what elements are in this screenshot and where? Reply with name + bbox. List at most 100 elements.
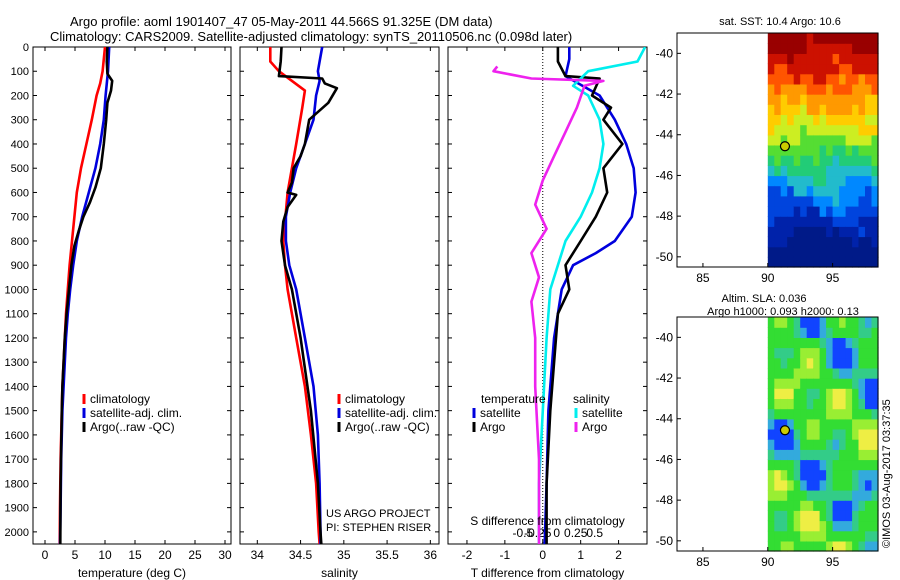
map-cell — [800, 449, 808, 461]
map-cell — [819, 236, 827, 248]
map-cell — [767, 114, 775, 126]
map-cell — [806, 428, 814, 440]
map-cell — [865, 165, 873, 177]
map-cell — [787, 378, 795, 389]
x-tick-label: 0 — [42, 548, 49, 562]
map-cell — [826, 408, 834, 420]
map-cell — [774, 378, 782, 389]
map-cell — [793, 134, 801, 146]
map-cell — [806, 144, 814, 156]
map-cell — [767, 428, 775, 440]
y-tick-label: 1100 — [5, 309, 29, 321]
map-cell — [767, 124, 775, 136]
y-tick-label: 0 — [23, 42, 29, 54]
map-cell — [806, 490, 814, 501]
map-cell — [845, 449, 853, 461]
argo-float-marker — [779, 425, 791, 436]
map-cell — [839, 195, 847, 207]
map-cell — [852, 144, 860, 156]
map-cell — [793, 43, 801, 54]
map-cell — [852, 337, 860, 349]
map-cell — [813, 520, 821, 532]
map-cell — [800, 83, 808, 95]
map-cell — [800, 428, 808, 440]
map-cell — [832, 256, 840, 268]
map-cell — [774, 43, 782, 54]
y-tick-label: 100 — [11, 66, 29, 78]
map-cell — [787, 104, 795, 115]
map-cell — [852, 378, 860, 389]
map-cell — [845, 378, 853, 389]
map-cell — [800, 73, 808, 85]
map-cell — [852, 520, 860, 532]
map-cell — [800, 398, 808, 410]
map-cell — [800, 63, 808, 75]
map-cell — [780, 520, 788, 532]
map-cell — [767, 63, 775, 75]
map-cell — [839, 439, 847, 450]
map-cell — [813, 479, 821, 491]
map-cell — [865, 216, 873, 227]
map-cell — [813, 428, 821, 440]
map-cell — [774, 439, 782, 450]
map-cell — [767, 256, 775, 268]
sla-map-subtitle: Argo h1000: 0.093 h2000: 0.13 — [707, 306, 859, 318]
map-cell — [858, 144, 866, 156]
map-cell — [774, 510, 782, 522]
map-cell — [871, 124, 879, 136]
map-cell — [845, 520, 853, 532]
legend-label: Argo — [582, 420, 608, 434]
map-cell — [845, 317, 853, 328]
map-cell — [865, 327, 873, 338]
map-cell — [774, 357, 782, 369]
series-line-argo-raw-qc- — [59, 47, 114, 544]
map-cell — [852, 479, 860, 491]
map-cell — [832, 388, 840, 399]
map-cell — [767, 236, 775, 248]
map-cell — [793, 73, 801, 85]
map-cell — [839, 236, 847, 248]
map-cell — [832, 114, 840, 126]
figure-title-line1: Argo profile: aoml 1901407_47 05-May-201… — [70, 14, 493, 29]
legend-label: Argo(..raw -QC) — [90, 420, 175, 434]
map-cell — [806, 206, 814, 217]
map-cell — [871, 428, 879, 440]
map-cell — [858, 530, 866, 542]
map-cell — [819, 63, 827, 75]
y-tick-label: -44 — [656, 128, 674, 142]
map-cell — [871, 185, 879, 197]
map-cell — [774, 520, 782, 532]
map-cell — [780, 114, 788, 126]
map-cell — [774, 195, 782, 207]
map-cell — [865, 246, 873, 258]
y-tick-label: -50 — [656, 534, 674, 548]
map-cell — [852, 490, 860, 501]
map-cell — [845, 459, 853, 471]
map-cell — [852, 134, 860, 146]
series-line-climatology — [58, 47, 107, 544]
map-cell — [832, 134, 840, 146]
map-cell — [780, 378, 788, 389]
map-cell — [852, 175, 860, 187]
x-tick-label: 30 — [218, 548, 232, 562]
map-cell — [826, 124, 834, 136]
map-cell — [858, 469, 866, 481]
map-cell — [845, 206, 853, 217]
y-tick-label: 1900 — [5, 503, 29, 515]
map-cell — [800, 134, 808, 146]
map-cell — [787, 175, 795, 187]
salinity-diff-tick-label: 0 — [553, 526, 560, 540]
map-cell — [800, 367, 808, 379]
map-cell — [832, 520, 840, 532]
map-cell — [839, 388, 847, 399]
map-cell — [832, 206, 840, 217]
map-cell — [871, 317, 879, 328]
map-cell — [806, 155, 814, 166]
map-cell — [839, 226, 847, 238]
map-cell — [774, 367, 782, 379]
map-cell — [819, 408, 827, 420]
map-cell — [858, 63, 866, 75]
map-cell — [819, 53, 827, 65]
map-cell — [767, 185, 775, 197]
map-cell — [865, 236, 873, 248]
